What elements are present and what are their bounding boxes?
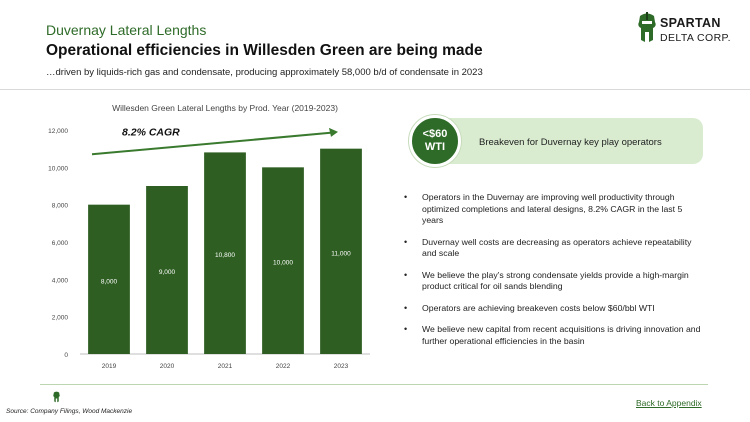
bullet-item: We believe the play’s strong condensate … [404,270,704,293]
spartan-helmet-small-icon [53,391,60,403]
x-tick-label: 2021 [218,363,233,370]
data-label: 8,000 [101,278,118,285]
footer-divider [40,384,708,385]
bar [204,152,246,354]
bullet-list: Operators in the Duvernay are improving … [404,192,704,357]
bullet-item: Operators are achieving breakeven costs … [404,303,704,315]
data-label: 9,000 [159,269,176,276]
bar [262,167,304,354]
logo-wordmark: SPARTAN [660,16,721,30]
cagr-annotation: 8.2% CAGR [122,126,180,138]
logo-subtext: DELTA CORP. [660,32,731,44]
callout-bar [431,118,703,164]
chart-title: Willesden Green Lateral Lengths by Prod.… [112,103,338,113]
callout-text: Breakeven for Duvernay key play operator… [479,137,662,148]
x-tick-label: 2019 [102,363,117,370]
y-tick-label: 4,000 [52,277,69,284]
x-tick-label: 2022 [276,363,291,370]
kicker-title: Duvernay Lateral Lengths [46,22,207,38]
y-tick-label: 2,000 [52,315,69,322]
bar [88,204,130,354]
data-label: 10,000 [273,260,293,267]
breakeven-badge: <$60 WTI [409,115,461,167]
bullet-item: Operators in the Duvernay are improving … [404,192,704,227]
header-divider [0,89,750,90]
y-tick-label: 6,000 [52,240,69,247]
bullet-item: Duvernay well costs are decreasing as op… [404,237,704,260]
y-tick-label: 0 [64,352,68,359]
cagr-arrowhead-icon [329,127,338,137]
y-tick-label: 8,000 [52,203,69,210]
y-tick-label: 12,000 [48,128,68,135]
page-title: Operational efficiencies in Willesden Gr… [46,42,483,59]
bar [146,186,188,354]
badge-line2: WTI [424,141,446,153]
data-label: 10,800 [215,252,235,259]
back-to-appendix-link[interactable]: Back to Appendix [636,398,702,408]
company-logo: SPARTAN DELTA CORP. [634,10,744,52]
badge-line1: <$60 [422,128,448,140]
data-label: 11,000 [331,250,351,257]
x-tick-label: 2023 [334,363,349,370]
chart-area: Willesden Green Lateral Lengths by Prod.… [40,96,380,376]
x-tick-label: 2020 [160,363,175,370]
spartan-helmet-icon [638,12,656,42]
source-note: Source: Company Filings, Wood Mackenzie [6,408,133,415]
page-subtitle: …driven by liquids-rich gas and condensa… [46,67,483,78]
bar [320,148,362,354]
breakeven-callout: Breakeven for Duvernay key play operator… [403,115,703,167]
y-tick-label: 10,000 [48,165,68,172]
bullet-item: We believe new capital from recent acqui… [404,324,704,347]
bar-chart: Willesden Green Lateral Lengths by Prod.… [48,103,370,370]
cagr-arrow-line [91,131,333,156]
